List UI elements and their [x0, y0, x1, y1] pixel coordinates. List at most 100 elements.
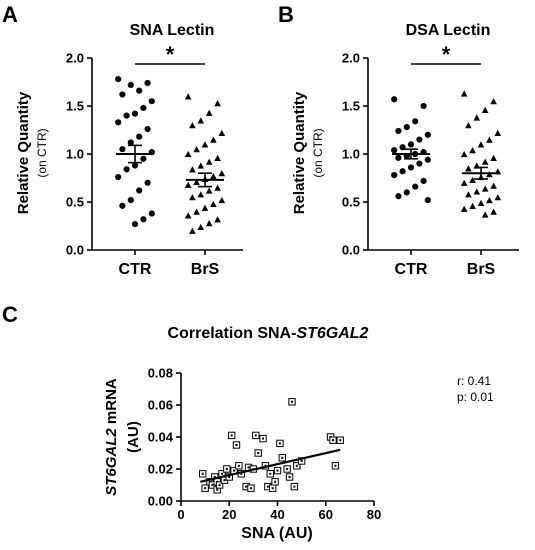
panel-b-point-ctr — [416, 136, 423, 143]
panel-c-point-center — [293, 485, 296, 488]
panel-a-point-ctr — [136, 187, 143, 194]
panel-b-point-brs — [460, 90, 468, 97]
panel-a-point-brs — [189, 227, 196, 234]
panel-c-ylabel: ST6GAL2 mRNA (AU) — [103, 378, 142, 496]
panel-a-point-ctr — [144, 79, 151, 87]
panel-c-title-italic: ST6GAL2 — [296, 325, 368, 342]
panel-a-point-ctr — [119, 91, 126, 98]
panel-c-x-tick-label: 80 — [367, 507, 381, 522]
panel-b-point-ctr — [391, 96, 398, 103]
panel-c-point-center — [271, 487, 274, 490]
panel-c-point-center — [290, 400, 293, 403]
panel-a-point-brs — [205, 158, 213, 165]
panel-a-point-brs — [197, 223, 205, 231]
panel-a-point-brs — [210, 200, 217, 208]
panel-c-point-center — [223, 479, 226, 482]
panel-a-point-ctr — [127, 81, 134, 88]
panel-b-ylabel: Relative Quantity (on CTR) — [291, 91, 325, 214]
panel-a-point-brs — [205, 109, 213, 116]
panel-a-point-ctr — [144, 125, 151, 133]
panel-c-point-center — [276, 469, 279, 472]
panel-a-point-brs — [201, 141, 209, 148]
panel-a-significance-star: * — [166, 42, 175, 67]
panel-a-plot: 0.0 0.5 1.0 1.5 2.0 CTR BrS * — [66, 42, 243, 278]
panel-c-point-center — [300, 460, 303, 462]
panel-c-xlabel: SNA (AU) — [241, 525, 312, 542]
panel-c-point-center — [204, 487, 207, 490]
panel-b-y-tick-label: 1.0 — [342, 147, 360, 162]
panel-b-significance-star: * — [442, 42, 451, 67]
panel-b-point-brs — [469, 147, 476, 154]
panel-letter-b: B — [278, 2, 294, 27]
panel-c-point-center — [274, 480, 277, 483]
panel-c-point-center — [213, 476, 216, 478]
panel-a-point-brs — [205, 220, 213, 227]
panel-c-y-tick-label: 0.06 — [148, 398, 173, 413]
panel-a: A SNA Lectin Relative Quantity (on CTR) … — [2, 2, 243, 278]
panel-b-point-brs — [469, 176, 476, 184]
panel-c-y-tick-label: 0.04 — [148, 430, 174, 445]
panel-c-point-center — [218, 484, 221, 486]
panel-a-point-ctr — [144, 179, 151, 186]
panel-b-point-brs — [460, 150, 468, 158]
panel-c-point-center — [249, 487, 252, 490]
panel-c-trendline — [200, 448, 341, 483]
panel-b-point-brs — [465, 165, 472, 172]
panel-letter-a: A — [2, 2, 18, 27]
panel-c-point-center — [269, 472, 272, 475]
panel-c-point-center — [247, 466, 250, 469]
panel-b-point-brs — [494, 129, 502, 136]
panel-b-point-brs — [490, 182, 497, 189]
panel-c-point-center — [201, 472, 204, 475]
panel-b-category-label: CTR — [395, 261, 428, 278]
panel-b-point-brs — [490, 98, 497, 105]
panel-a-point-brs — [218, 196, 226, 204]
panel-b-point-ctr — [424, 131, 431, 138]
panel-a-point-brs — [197, 117, 205, 124]
panel-b-point-brs — [469, 202, 476, 209]
panel-c-point-center — [211, 484, 214, 486]
panel-a-point-ctr — [123, 112, 130, 119]
panel-c-point-center — [339, 439, 342, 442]
panel-a-point-brs — [189, 122, 196, 129]
panel-c-point-center — [240, 472, 243, 475]
panel-a-point-brs — [214, 216, 221, 223]
panel-b-y-tick-label: 1.5 — [342, 99, 360, 114]
panel-b-ylabel-sub: (on CTR) — [311, 128, 325, 177]
panel-c-point-center — [278, 442, 281, 445]
panel-b-point-brs — [465, 191, 472, 198]
panel-b-y-tick-label: 0.5 — [342, 195, 360, 210]
panel-b-point-brs — [481, 158, 489, 165]
panel-a-point-ctr — [123, 166, 130, 173]
panel-b-point-brs — [460, 179, 468, 186]
panel-a-point-brs — [184, 181, 192, 188]
panel-b-plot: 0.0 0.5 1.0 1.5 2.0 CTR BrS * — [342, 42, 519, 278]
panel-c-plot: 0.00 0.02 0.04 0.06 0.08 0 20 40 60 80 — [148, 366, 382, 523]
panel-a-title: SNA Lectin — [130, 22, 215, 39]
panel-a-point-brs — [193, 208, 200, 215]
panel-b-y-tick-label: 0.0 — [342, 243, 360, 258]
panel-c-point-center — [254, 434, 257, 437]
panel-letter-c: C — [2, 302, 18, 327]
panel-c-x-tick-label: 40 — [270, 507, 284, 522]
panel-c-point-center — [225, 468, 228, 470]
correlation-p-value: p: 0.01 — [457, 390, 494, 404]
panel-b-point-ctr — [391, 172, 398, 179]
panel-a-category-label: CTR — [119, 261, 152, 278]
panel-a-y-tick-label: 1.0 — [66, 147, 84, 162]
panel-b-point-ctr — [420, 102, 427, 110]
panel-c-point-center — [288, 476, 291, 478]
panel-c-x-tick-label: 0 — [177, 507, 184, 522]
correlation-r-value: r: 0.41 — [457, 374, 491, 388]
panel-b-point-ctr — [424, 156, 431, 163]
panel-a-point-ctr — [136, 87, 143, 94]
panel-a-point-brs — [197, 191, 205, 198]
panel-c-point-center — [235, 444, 238, 446]
panel-a-point-ctr — [131, 110, 139, 117]
panel-b-point-brs — [473, 114, 481, 121]
panel-a-point-ctr — [131, 220, 139, 228]
panel-c-ylabel-sub: (AU) — [125, 421, 142, 453]
panel-a-point-brs — [193, 146, 200, 153]
panel-a-point-ctr — [119, 202, 126, 209]
panel-b-point-ctr — [391, 147, 398, 154]
